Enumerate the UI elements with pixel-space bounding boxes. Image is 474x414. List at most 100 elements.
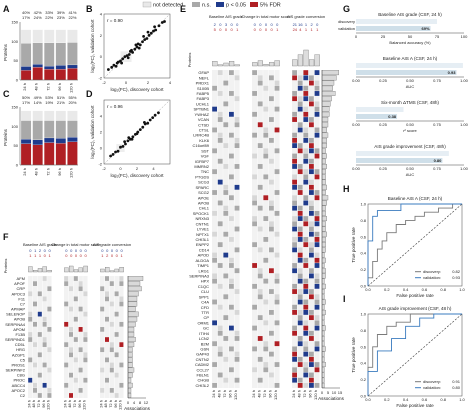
protein-label: B2M (201, 341, 209, 346)
heatmap-cell (100, 347, 105, 353)
count-top: 0 (120, 248, 123, 253)
protein-label: MMRN2 (194, 164, 209, 169)
metric-title: Baseline AIS grade (CSF, 24 h) (378, 12, 442, 17)
heatmap-cell (303, 299, 309, 305)
heatmap-cell (33, 281, 37, 286)
bar-segment-ns (55, 120, 66, 139)
x-tick-label: 48 h (34, 168, 39, 176)
heatmap-cell (47, 286, 52, 292)
y-tick-label: 2 (100, 33, 103, 38)
heatmap-cell (257, 315, 263, 321)
x-tick-label: -2 (102, 80, 106, 85)
protein-label: GAP43 (196, 352, 210, 357)
protein-label: LYVE1 (197, 227, 210, 232)
heatmap-cell (263, 216, 269, 221)
timepoint-label: 72 h (108, 400, 113, 408)
heatmap-cell (78, 281, 83, 286)
group-title: AIS grade conversion (93, 242, 131, 247)
association-bar (321, 231, 327, 237)
heatmap-cell (309, 158, 314, 164)
metric-tick-label: 0.75 (433, 166, 442, 171)
association-bar (127, 301, 138, 307)
heatmap-cell (314, 132, 320, 138)
heatmap-cell (119, 296, 124, 302)
heatmap-cell (303, 174, 309, 180)
scatter-point (131, 135, 135, 139)
heatmap-cell (303, 372, 309, 378)
heatmap-cell (292, 205, 297, 211)
column-background (228, 70, 234, 388)
heatmap-cell (119, 362, 124, 368)
protein-label: LRRC4B (193, 133, 209, 138)
column-histogram-bar (217, 64, 223, 67)
association-bar (321, 80, 335, 86)
scatter-point (124, 142, 127, 146)
heatmap-cell (217, 179, 223, 185)
x-tick-label: 4 (152, 166, 155, 171)
protein-label: AFM (17, 276, 25, 281)
heatmap-cell (303, 111, 309, 117)
heatmap-cell (42, 321, 47, 327)
protein-label: ABCC4 (12, 383, 26, 388)
heatmap-cell (292, 164, 297, 169)
association-bar (321, 190, 326, 195)
heatmap-cell (47, 327, 52, 332)
heatmap-cell (212, 210, 217, 216)
column-background (42, 276, 47, 398)
heatmap-cell (109, 281, 114, 286)
count-top: 3 (225, 22, 228, 27)
protein-label: GC (203, 326, 209, 331)
protein-label: APOE (198, 195, 209, 200)
heatmap-cell (252, 242, 257, 248)
metric-tick-label: 0.50 (406, 122, 415, 127)
timepoint-label: 72 h (36, 400, 41, 408)
bar-segment-fdr (20, 70, 32, 81)
heatmap-cell (28, 337, 33, 342)
heatmap-cell (297, 75, 303, 81)
bar-segment-ns (55, 42, 66, 66)
timepoint-label: 96 h (113, 400, 118, 408)
association-bar (321, 299, 326, 305)
x-axis-label: False positive rate (396, 293, 434, 298)
heatmap-cell (309, 117, 314, 122)
scatter-point (116, 149, 120, 153)
scatter-point (125, 54, 129, 57)
y-tick-label: 50 (14, 143, 19, 148)
protein-label: FABP3 (197, 96, 210, 101)
heatmap-cell (309, 75, 314, 81)
heatmap-cell (292, 70, 297, 76)
heatmap-cell (234, 122, 240, 128)
association-bar (321, 315, 325, 321)
timepoint-label: 72 h (302, 390, 307, 398)
heatmap-cell (212, 106, 217, 112)
heatmap-cell (274, 252, 280, 258)
x-tick-label: 72 h (45, 83, 50, 91)
metric-tick-label: 0.25 (379, 166, 388, 171)
y-axis-label: Proteins (3, 259, 8, 274)
heatmap-cell (309, 101, 314, 107)
heatmap-cell (314, 382, 320, 388)
heatmap-cell (303, 289, 309, 294)
association-bar (127, 382, 133, 388)
heatmap-cell (297, 294, 303, 300)
heatmap-cell (114, 311, 119, 317)
heatmap-cell (292, 372, 297, 378)
y-axis-label: log₂(FC), validation cohort (90, 105, 95, 159)
association-bar (321, 351, 325, 357)
roc-curve-validation (367, 203, 462, 286)
scatter-point (160, 21, 164, 24)
x-tick-label: 0 (119, 166, 122, 171)
heatmap-cell (303, 346, 309, 352)
protein-label: APOB (198, 200, 209, 205)
column-background (223, 70, 229, 388)
heatmap-cell (309, 143, 314, 148)
heatmap-cell (303, 325, 309, 331)
heatmap-cell (28, 332, 33, 337)
heatmap-cell (223, 252, 229, 258)
count-bottom: 1 (34, 253, 37, 258)
heatmap-cell (297, 257, 303, 263)
timepoint-label: 24 h (26, 400, 31, 408)
scatter-point (114, 64, 118, 68)
heatmap-cell (257, 336, 263, 341)
heatmap-cell (234, 137, 240, 143)
